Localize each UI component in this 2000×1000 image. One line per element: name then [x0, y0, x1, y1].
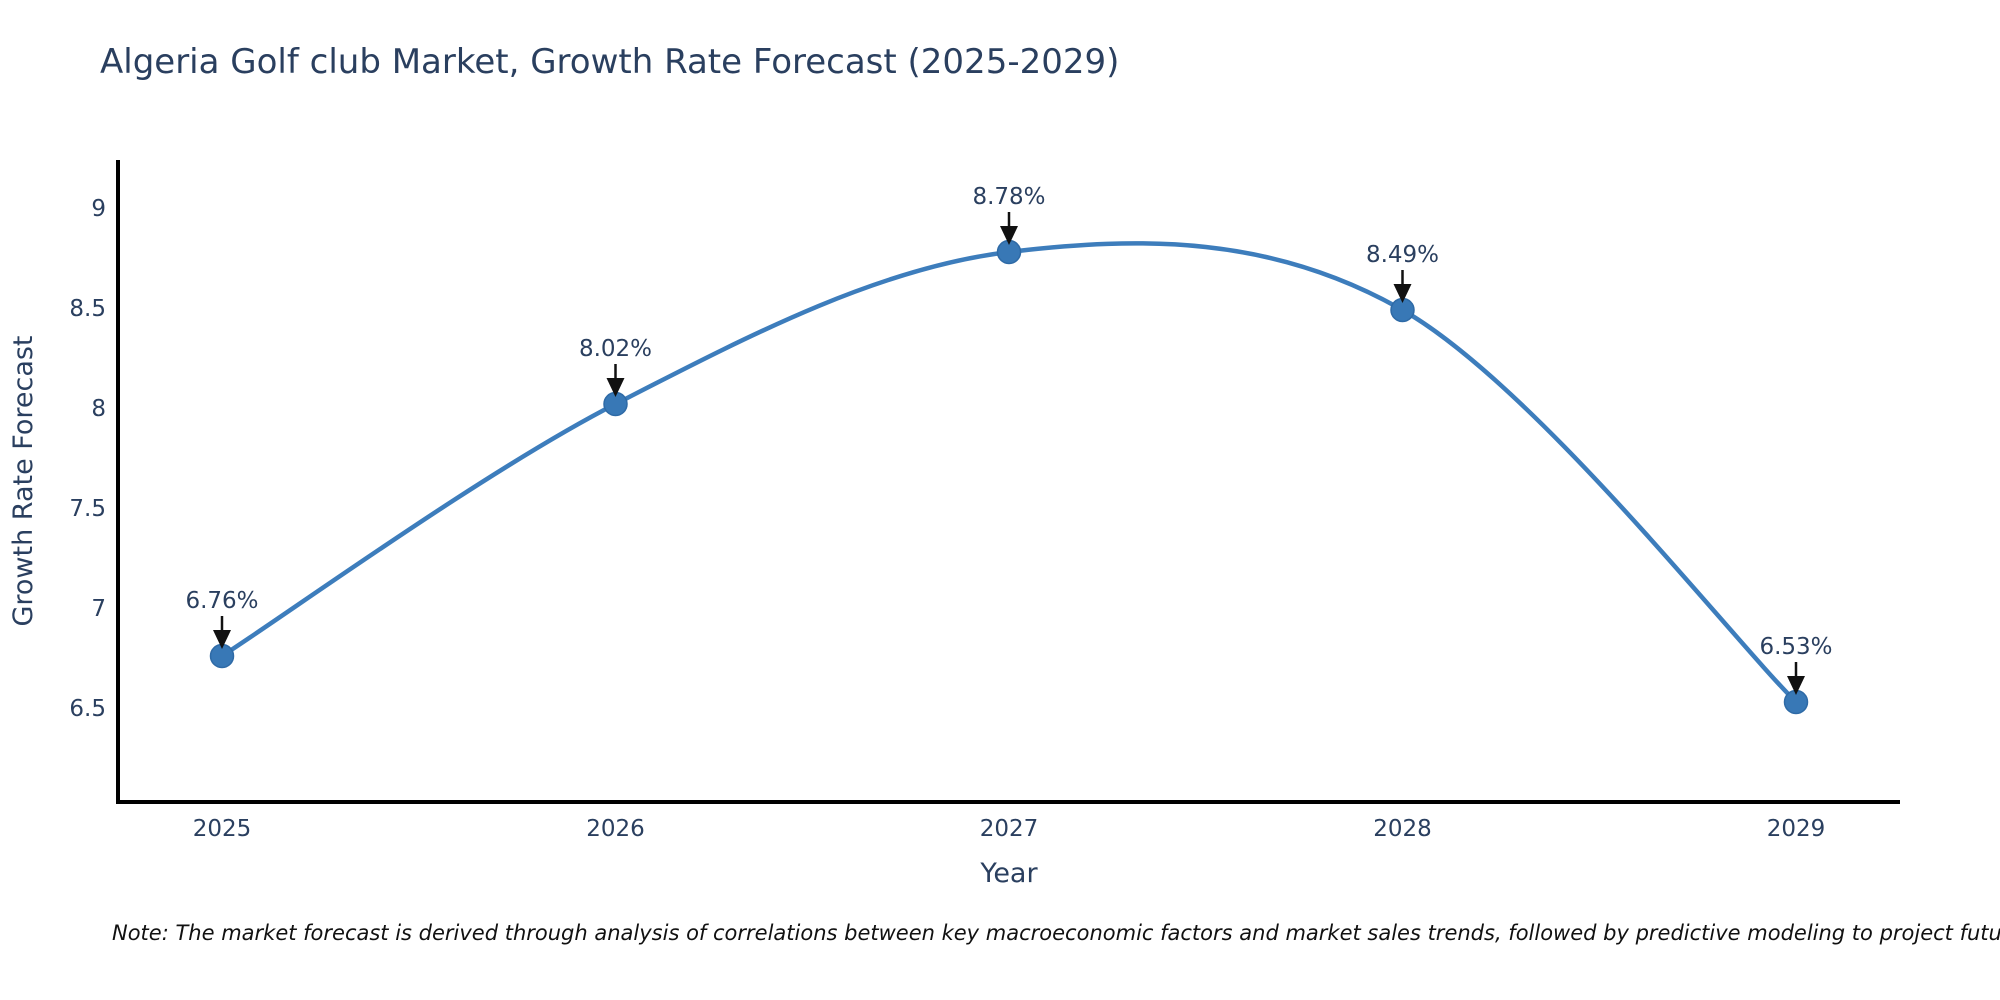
y-tick-label: 9	[91, 196, 106, 222]
plot-area: 6.5 7 7.5 8 8.5 9 2025 2026 2027 2028 2029 6.76% 8.0…	[69, 184, 1832, 842]
annotation-arrowhead	[606, 378, 625, 397]
annotation-arrowhead	[1000, 226, 1018, 245]
x-tick-label: 2025	[193, 816, 252, 842]
x-tick-label: 2029	[1767, 816, 1826, 842]
y-tick-label: 8	[91, 396, 106, 422]
chart-title: Algeria Golf club Market, Growth Rate Fo…	[100, 42, 1119, 82]
annotation-label: 8.02%	[579, 336, 652, 362]
annotation-arrowhead	[1787, 676, 1805, 695]
annotation-label: 6.53%	[1759, 634, 1832, 660]
y-tick-label: 7	[91, 596, 106, 622]
annotation-label: 8.78%	[972, 184, 1045, 210]
x-tick-label: 2028	[1373, 816, 1432, 842]
x-tick-label: 2026	[586, 816, 645, 842]
y-axis-title: Growth Rate Forecast	[8, 335, 39, 626]
footnote-text: Note: The market forecast is derived thr…	[112, 921, 2000, 945]
y-tick-label: 7.5	[69, 496, 106, 522]
trend-line	[219, 241, 1799, 705]
x-tick-label: 2027	[980, 816, 1039, 842]
y-tick-label: 6.5	[69, 696, 106, 722]
annotation-arrowhead	[213, 630, 231, 649]
y-tick-label: 8.5	[69, 296, 106, 322]
annotation-label: 8.49%	[1366, 242, 1439, 268]
x-axis-title: Year	[979, 858, 1038, 889]
annotation-arrowhead	[1393, 284, 1412, 303]
annotation-label: 6.76%	[185, 588, 258, 614]
